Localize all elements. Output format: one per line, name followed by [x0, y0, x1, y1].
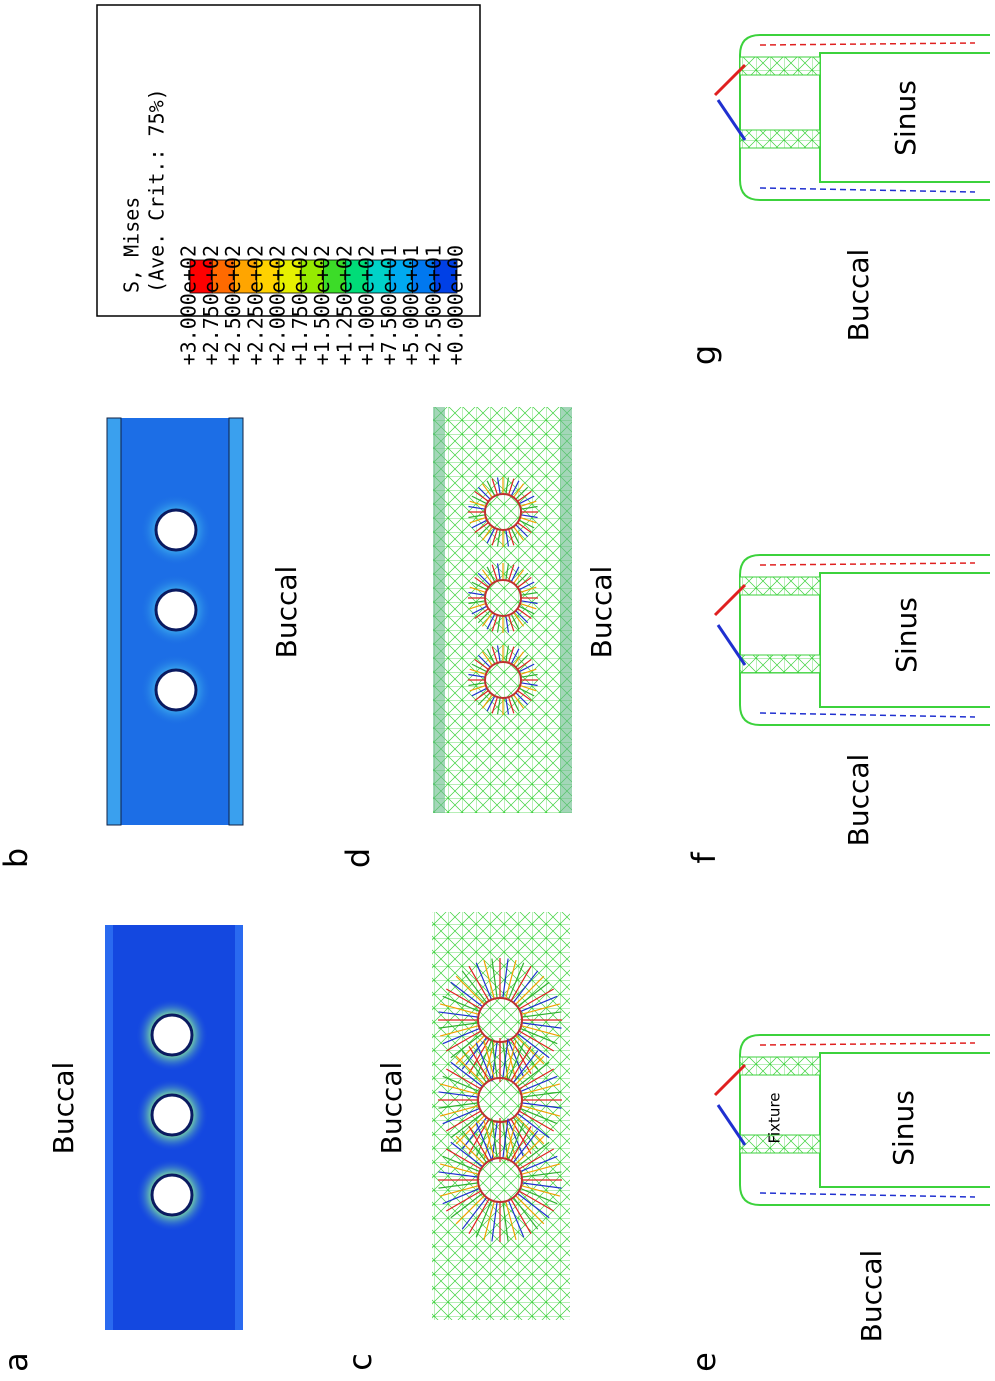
region-label: Sinus [889, 80, 922, 156]
hole [152, 1175, 192, 1215]
vector [760, 713, 975, 717]
section [715, 1035, 990, 1205]
region-label: Buccal [375, 1062, 408, 1155]
fixture [740, 1057, 820, 1075]
hole [156, 510, 196, 550]
panel-letter: b [0, 848, 35, 868]
legend-value: +1.000e+02 [355, 245, 379, 365]
legend-subtitle: (Ave. Crit.: 75%) [145, 88, 169, 293]
section [715, 35, 990, 200]
fixture [740, 130, 820, 148]
panel-letter: e [685, 1352, 723, 1372]
hole [152, 1015, 192, 1055]
section [715, 555, 990, 725]
figure: a Buccal b Buccal c Buccal d Buccal e Buccal Sinus… [0, 0, 995, 1381]
panel-letter: c [341, 1353, 379, 1371]
legend-value: +1.250e+02 [332, 245, 356, 365]
legend-value: +5.000e+01 [399, 245, 423, 365]
fixture [740, 57, 820, 75]
panel-letter: f [685, 852, 723, 864]
panel-letter: g [685, 345, 723, 365]
legend-value: +2.750e+02 [199, 245, 223, 365]
region-label: Buccal [842, 754, 875, 847]
panel-letter: a [0, 1352, 35, 1372]
legend-value: +2.500e+02 [221, 245, 245, 365]
region-label: Buccal [47, 1062, 80, 1155]
legend-value: +2.500e+01 [421, 245, 445, 365]
legend-value: +2.250e+02 [243, 245, 267, 365]
legend-value: +0.000e+00 [444, 245, 468, 365]
legend-value: +1.500e+02 [310, 245, 334, 365]
legend-value: +3.000e+02 [177, 245, 201, 365]
legend-value: +7.500e+01 [377, 245, 401, 365]
region-label: Sinus [887, 1090, 920, 1166]
hole [152, 1095, 192, 1135]
vector [760, 1193, 975, 1197]
region-label: Buccal [585, 566, 618, 659]
legend-title: S, Mises [120, 197, 144, 293]
vector [760, 188, 975, 192]
fixture [740, 655, 820, 673]
region-label: Buccal [842, 249, 875, 342]
region-label: Sinus [890, 597, 923, 673]
legend-value: +2.000e+02 [266, 245, 290, 365]
panel-letter: d [339, 848, 377, 868]
fixture [740, 577, 820, 595]
region-label: Buccal [270, 566, 303, 659]
hole [156, 590, 196, 630]
legend-value: +1.750e+02 [288, 245, 312, 365]
vector [760, 43, 975, 45]
vector [760, 563, 975, 565]
hole [156, 670, 196, 710]
region-label: Fixture [766, 1092, 784, 1143]
region-label: Buccal [855, 1250, 888, 1343]
vector [760, 1043, 975, 1045]
